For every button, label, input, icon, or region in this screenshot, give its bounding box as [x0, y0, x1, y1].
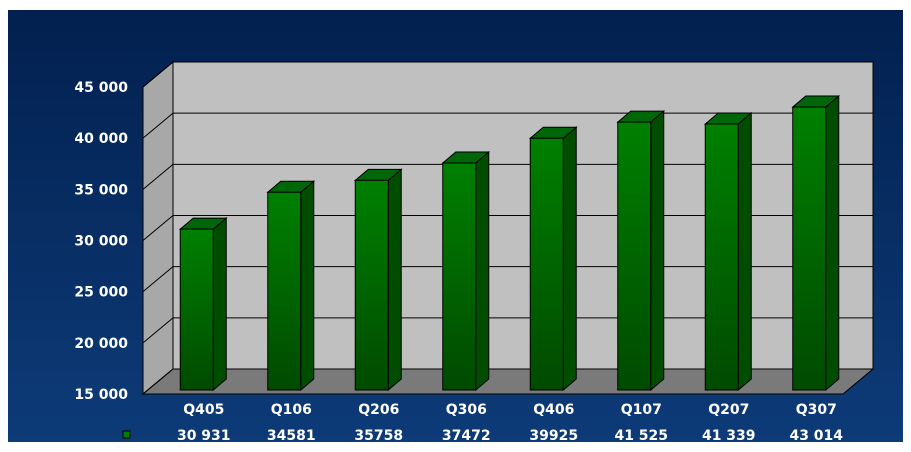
bar — [178, 217, 228, 392]
bar-side — [825, 94, 840, 392]
bar — [528, 126, 578, 392]
x-axis-ticks: Q405 Q106 Q206 Q306 Q406 Q107 Q207 Q307 — [183, 402, 837, 418]
data-table-value: 37472 — [442, 428, 491, 442]
bar-front — [179, 228, 214, 391]
x-tick-label: Q206 — [358, 402, 399, 418]
gridline-side — [142, 317, 174, 344]
bar-side — [650, 110, 665, 392]
data-table-value: 39925 — [529, 428, 578, 442]
bar-front — [442, 162, 477, 391]
bar-front — [529, 137, 564, 391]
y-tick-label: 35 000 — [74, 182, 128, 198]
data-table-value: 35758 — [354, 428, 403, 442]
gridline-side — [142, 163, 174, 190]
bars — [178, 94, 841, 392]
bar-side — [562, 126, 577, 392]
bar — [703, 111, 753, 392]
bar-side — [212, 217, 227, 392]
data-table-value: 34581 — [267, 428, 316, 442]
data-table-value: 43 014 — [789, 428, 843, 442]
bar-side — [387, 168, 402, 392]
bar-front — [792, 106, 827, 391]
y-axis-ticks: 15 000 20 000 25 000 30 000 35 000 40 000 45 0… — [74, 80, 128, 403]
gridline-side — [142, 112, 174, 139]
bar-front — [267, 191, 302, 391]
bar-side — [737, 111, 752, 392]
data-table-value: 41 525 — [614, 428, 668, 442]
data-table-value: 30 931 — [177, 428, 231, 442]
gridline-side — [142, 368, 174, 395]
floor — [141, 368, 875, 395]
y-tick-label: 15 000 — [74, 387, 128, 403]
legend-key — [122, 430, 131, 439]
x-tick-label: Q405 — [183, 402, 224, 418]
y-tick-label: 40 000 — [74, 131, 128, 147]
chart-svg: 15 000 20 000 25 000 30 000 35 000 40 000 45 0… — [74, 60, 875, 442]
bar — [266, 180, 316, 392]
x-tick-label: Q306 — [446, 402, 487, 418]
x-tick-label: Q207 — [708, 402, 749, 418]
x-tick-label: Q307 — [796, 402, 837, 418]
bar — [616, 110, 666, 392]
x-tick-label: Q106 — [271, 402, 312, 418]
bar-front — [617, 121, 652, 391]
y-tick-label: 30 000 — [74, 234, 128, 250]
bar-front — [704, 123, 739, 391]
bar-side — [475, 150, 490, 392]
bar-front — [354, 179, 389, 391]
bar — [791, 94, 841, 392]
bar-side — [300, 180, 315, 392]
chart-frame: 15 000 20 000 25 000 30 000 35 000 40 000 45 0… — [8, 10, 903, 442]
bar — [353, 168, 403, 392]
x-tick-label: Q406 — [533, 402, 574, 418]
bar — [441, 150, 491, 392]
data-table: 30 931 34581 35758 37472 39925 41 525 41 339 43… — [122, 428, 843, 442]
gridline-side — [142, 266, 174, 293]
gridline-side — [142, 215, 174, 241]
y-tick-label: 25 000 — [74, 285, 128, 301]
x-tick-label: Q107 — [621, 402, 662, 418]
gridline-side — [142, 61, 174, 88]
y-tick-label: 20 000 — [74, 336, 128, 352]
data-table-value: 41 339 — [702, 428, 756, 442]
y-tick-label: 45 000 — [74, 80, 128, 96]
